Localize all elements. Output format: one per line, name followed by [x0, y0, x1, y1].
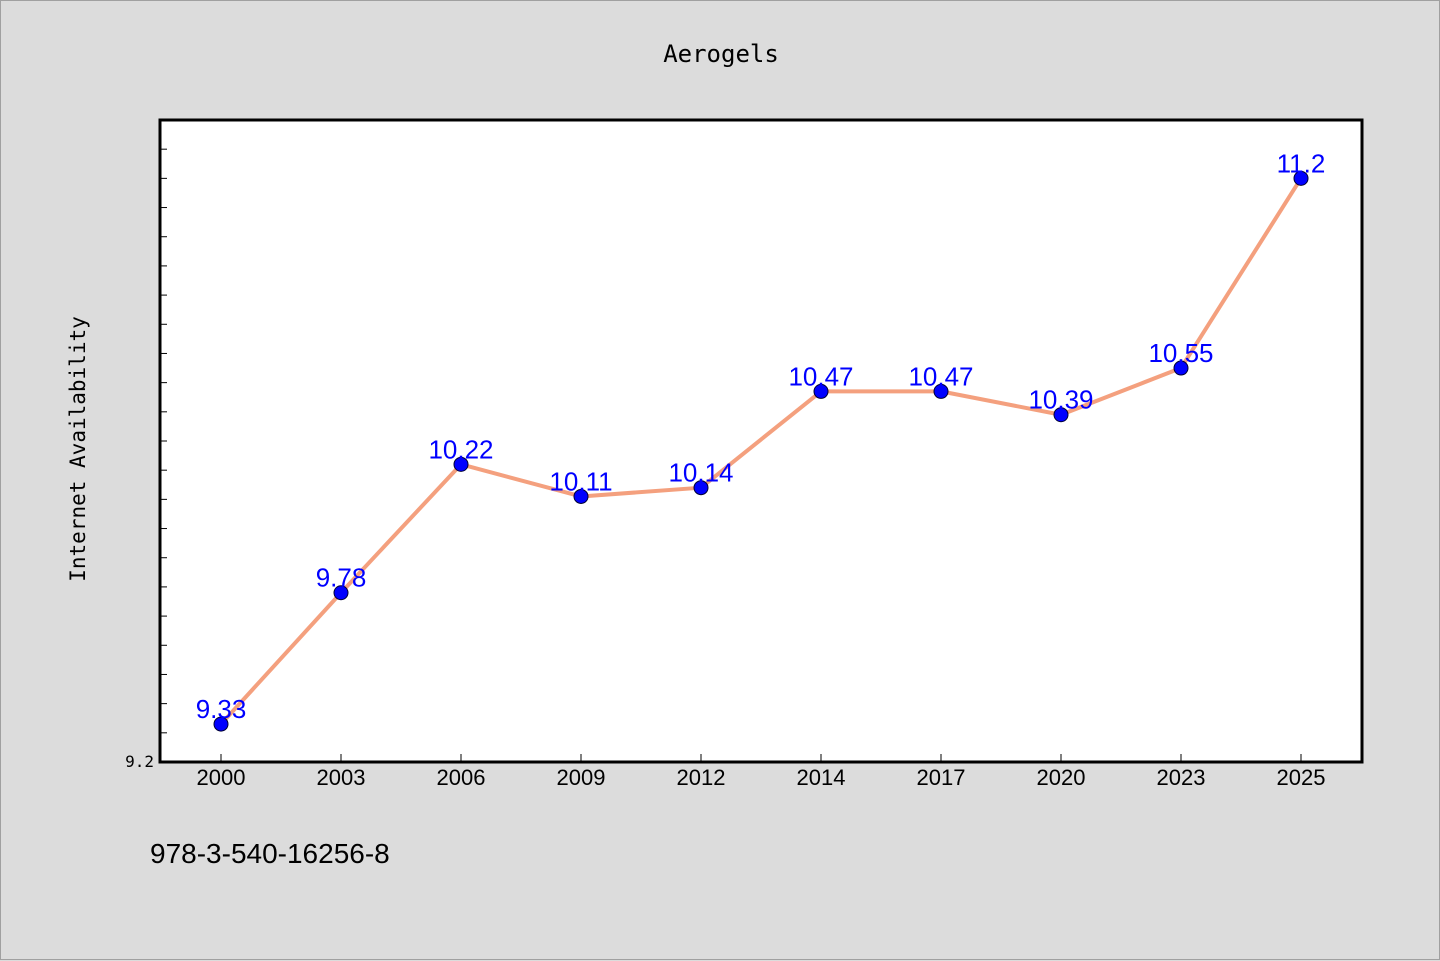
data-point-label: 9.33 [196, 694, 247, 724]
x-tick-label: 2009 [557, 765, 606, 790]
data-point-marker [1173, 360, 1189, 376]
data-point-label: 10.22 [428, 434, 493, 464]
x-tick-label: 2006 [437, 765, 486, 790]
data-point-label: 11.2 [1277, 148, 1326, 178]
data-point-markers [213, 170, 1309, 732]
x-tick-label: 2025 [1277, 765, 1326, 790]
data-point-label: 10.47 [908, 361, 973, 391]
x-axis-ticks: 2000 2003 2006 2009 2012 2014 2017 2020 2023 2025 [197, 754, 1326, 790]
data-point-marker [333, 585, 349, 601]
data-point-label: 9.78 [316, 563, 367, 593]
data-point-marker [453, 456, 469, 472]
data-point-marker [693, 480, 709, 496]
x-tick-label: 2017 [917, 765, 966, 790]
data-point-marker [573, 488, 589, 504]
series-line-group [219, 177, 1303, 726]
data-point-label: 10.55 [1148, 338, 1213, 368]
x-tick-label: 2023 [1157, 765, 1206, 790]
series-line [219, 177, 1303, 726]
data-point-marker [813, 383, 829, 399]
y-axis-ticks: 9.2 [125, 148, 167, 771]
y-axis-label: Internet Availability [66, 316, 90, 582]
data-point-marker [933, 383, 949, 399]
x-tick-label: 2014 [797, 765, 846, 790]
y-tick-label: 9.2 [125, 752, 154, 771]
data-point-marker [213, 716, 229, 732]
x-tick-label: 2000 [197, 765, 246, 790]
data-point-marker [1053, 407, 1069, 423]
x-tick-label: 2020 [1037, 765, 1086, 790]
data-point-label: 10.39 [1028, 385, 1093, 415]
data-point-label: 10.47 [788, 361, 853, 391]
isbn-footer: 978-3-540-16256-8 [150, 838, 390, 869]
data-point-label: 10.14 [668, 458, 733, 488]
x-tick-label: 2003 [317, 765, 366, 790]
data-point-label: 10.11 [549, 466, 612, 496]
chart-title: Aerogels [663, 40, 779, 68]
data-point-labels: 9.33 9.78 10.22 10.11 10.14 10.47 10.47 10.39 10… [196, 148, 1326, 724]
data-point-marker [1293, 170, 1309, 186]
x-tick-label: 2012 [677, 765, 726, 790]
